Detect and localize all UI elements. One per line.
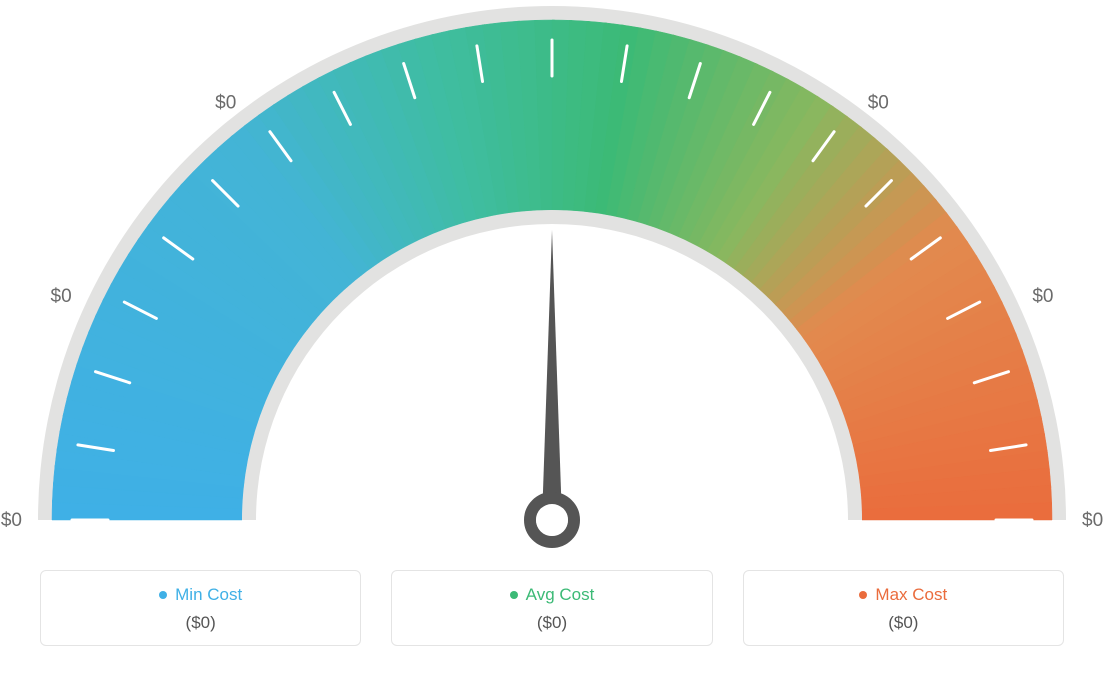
legend-value-avg: ($0) [402, 613, 701, 633]
legend-card-max: Max Cost ($0) [743, 570, 1064, 646]
legend-title-max: Max Cost [859, 585, 947, 605]
svg-text:$0: $0 [51, 286, 72, 307]
svg-text:$0: $0 [868, 92, 889, 113]
legend-dot-max [859, 591, 867, 599]
legend-label-avg: Avg Cost [526, 585, 595, 605]
legend-value-max: ($0) [754, 613, 1053, 633]
legend-card-avg: Avg Cost ($0) [391, 570, 712, 646]
gauge-chart: $0 $0 $0 $0 $0 $0 $0 [0, 0, 1104, 560]
legend-dot-min [159, 591, 167, 599]
svg-text:$0: $0 [215, 92, 236, 113]
cost-gauge-widget: $0 $0 $0 $0 $0 $0 $0 Min Cost ($0) Avg Cost ($… [0, 0, 1104, 690]
svg-text:$0: $0 [541, 0, 562, 1]
legend-value-min: ($0) [51, 613, 350, 633]
svg-text:$0: $0 [1032, 286, 1053, 307]
legend-row: Min Cost ($0) Avg Cost ($0) Max Cost ($0… [40, 570, 1064, 646]
legend-label-min: Min Cost [175, 585, 242, 605]
legend-title-min: Min Cost [159, 585, 242, 605]
legend-dot-avg [510, 591, 518, 599]
svg-text:$0: $0 [1, 510, 22, 531]
legend-card-min: Min Cost ($0) [40, 570, 361, 646]
svg-text:$0: $0 [1082, 510, 1103, 531]
legend-title-avg: Avg Cost [510, 585, 595, 605]
legend-label-max: Max Cost [875, 585, 947, 605]
